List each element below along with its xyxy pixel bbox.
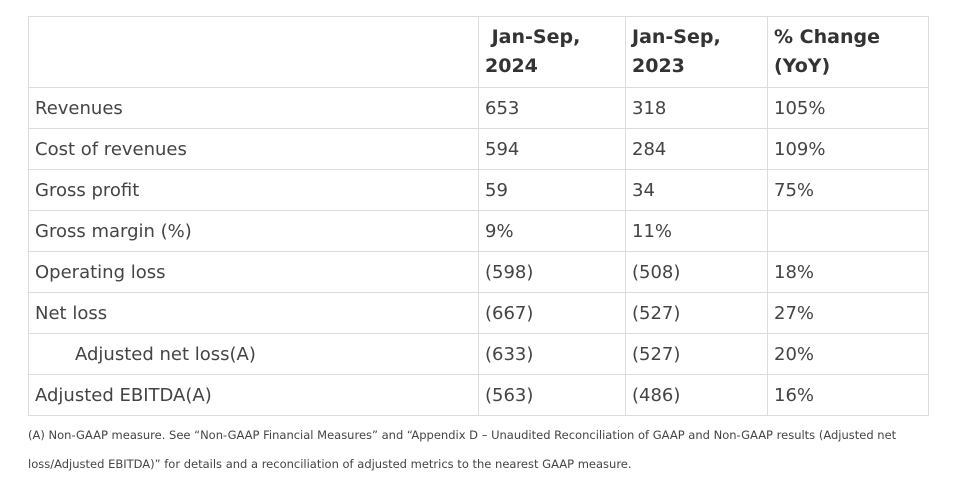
header-cell-label [28,16,479,88]
cell-2023: 34 [625,169,768,211]
header-cell-change: % Change (YoY) [767,16,929,88]
table-row: Gross margin (%) 9% 11% [28,210,929,252]
cell-change: 105% [767,87,929,129]
cell-change: 27% [767,292,929,334]
table-row: Net loss (667) (527) 27% [28,292,929,334]
row-label: Adjusted net loss(A) [28,333,479,375]
table-row: Cost of revenues 594 284 109% [28,128,929,170]
financial-table-container: Jan-Sep, 2024 Jan-Sep, 2023 % Change (Yo… [28,16,929,416]
row-label: Gross margin (%) [28,210,479,252]
row-label: Cost of revenues [28,128,479,170]
row-label: Operating loss [28,251,479,293]
cell-2023: (527) [625,333,768,375]
row-label: Net loss [28,292,479,334]
cell-change: 75% [767,169,929,211]
footnote: (A) Non-GAAP measure. See “Non-GAAP Fina… [28,428,897,471]
cell-2024: 59 [478,169,626,211]
cell-2024: 653 [478,87,626,129]
cell-2024: 9% [478,210,626,252]
cell-2024: (598) [478,251,626,293]
header-line: % Change [774,26,880,48]
table-row: Operating loss (598) (508) 18% [28,251,929,293]
financial-results-table: Jan-Sep, 2024 Jan-Sep, 2023 % Change (Yo… [28,16,929,416]
table-row: Gross profit 59 34 75% [28,169,929,211]
cell-change: 16% [767,374,929,416]
cell-change: 18% [767,251,929,293]
cell-2023: (486) [625,374,768,416]
cell-2023: (527) [625,292,768,334]
header-line: Jan-Sep, [485,26,581,48]
cell-2023: 318 [625,87,768,129]
header-line: (YoY) [774,55,831,77]
row-label: Gross profit [28,169,479,211]
header-cell-2023: Jan-Sep, 2023 [625,16,768,88]
cell-change: 20% [767,333,929,375]
header-line: Jan-Sep, [632,26,721,48]
header-cell-2024: Jan-Sep, 2024 [478,16,626,88]
cell-2023: 11% [625,210,768,252]
table-header-row: Jan-Sep, 2024 Jan-Sep, 2023 % Change (Yo… [28,16,929,88]
cell-change [767,210,929,252]
cell-2024: (667) [478,292,626,334]
header-line: 2023 [632,55,685,77]
row-label: Adjusted EBITDA(A) [28,374,479,416]
row-label: Revenues [28,87,479,129]
cell-change: 109% [767,128,929,170]
header-line: 2024 [485,55,538,77]
cell-2023: 284 [625,128,768,170]
cell-2024: (633) [478,333,626,375]
table-row: Revenues 653 318 105% [28,87,929,129]
cell-2024: 594 [478,128,626,170]
cell-2023: (508) [625,251,768,293]
cell-2024: (563) [478,374,626,416]
table-row: Adjusted net loss(A) (633) (527) 20% [28,333,929,375]
table-row: Adjusted EBITDA(A) (563) (486) 16% [28,374,929,416]
